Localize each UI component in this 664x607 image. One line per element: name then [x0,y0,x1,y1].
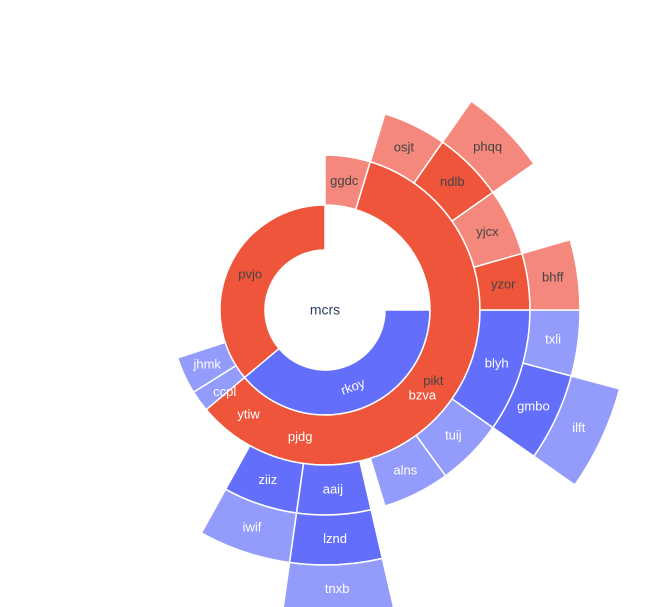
segment-label-ndlb: ndlb [440,174,465,189]
segment-label-yjcx: yjcx [476,224,499,239]
segment-label-ziiz: ziiz [258,472,277,487]
segment-bhff[interactable] [521,238,581,311]
segment-label-gmbo: gmbo [517,399,550,414]
segment-ilft[interactable] [532,375,621,486]
segment-label-aaij: aaij [323,481,343,496]
segment-jhmk[interactable] [176,341,237,394]
segment-label-pjdg: pjdg [288,429,313,444]
segment-label-ggdc: ggdc [330,173,359,188]
segment-label-yzor: yzor [491,276,516,291]
segment-pvjo[interactable] [219,204,326,379]
segment-txli[interactable] [522,309,581,377]
segment-label-bhff: bhff [542,269,564,284]
segments-layer [176,100,621,607]
segment-label-ccpl: ccpl [213,384,236,399]
segment-label-jhmk: jhmk [192,356,221,371]
root-label: mcrs [310,302,340,318]
segment-label-txli: txli [545,331,561,346]
segment-label-bzva: bzva [409,388,437,403]
segment-label-lznd: lznd [323,531,347,546]
segment-label-blyh: blyh [485,356,509,371]
segment-label-phqq: phqq [473,139,502,154]
segment-label-alns: alns [393,463,417,478]
segment-tnxb[interactable] [282,557,395,607]
segment-phqq[interactable] [441,100,535,194]
segment-label-pikt: pikt [423,373,444,388]
segment-label-pvjo: pvjo [238,267,262,282]
segment-label-iwif: iwif [243,520,262,535]
segment-alns[interactable] [369,434,447,507]
segment-iwif[interactable] [200,488,298,564]
segment-label-tnxb: tnxb [325,581,350,596]
segment-label-ilft: ilft [572,420,585,435]
segment-label-osjt: osjt [394,140,415,155]
segment-label-ytiw: ytiw [237,407,260,422]
segment-label-tuij: tuij [445,428,462,443]
